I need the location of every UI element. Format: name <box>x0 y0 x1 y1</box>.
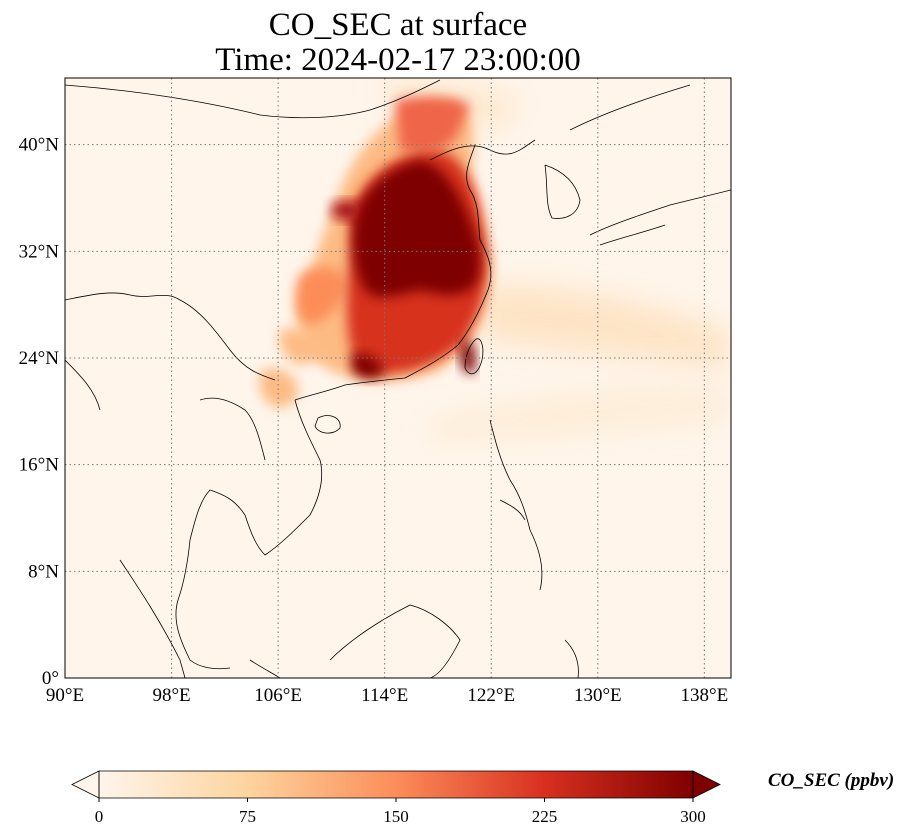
colorbar-tick-label: 150 <box>383 807 409 826</box>
colorbar-tick-label: 300 <box>680 807 706 826</box>
lat-tick-label: 40°N <box>19 135 60 156</box>
map-frame <box>64 77 732 679</box>
lat-tick-label: 8°N <box>28 561 59 582</box>
colorbar-tick-label: 225 <box>532 807 558 826</box>
lon-tick-label: 98°E <box>152 685 190 706</box>
colorbar-tick-label: 75 <box>239 807 256 826</box>
lon-tick-label: 90°E <box>46 685 84 706</box>
colorbar-gradient <box>99 771 693 798</box>
lat-tick-label: 0° <box>42 668 59 689</box>
lat-tick-label: 16°N <box>19 455 60 476</box>
map-title-line-1: CO_SEC at surface <box>268 7 528 43</box>
lon-tick-label: 114°E <box>361 685 408 706</box>
colorbar-extend-min <box>71 770 100 799</box>
colorbar-label: CO_SEC (ppbv) <box>768 770 895 791</box>
lat-tick-label: 24°N <box>19 348 60 369</box>
lon-tick-label: 106°E <box>254 685 302 706</box>
latitude-tick-labels: 0° 8°N 16°N 24°N 32°N 40°N <box>19 135 60 689</box>
colorbar-extend-max <box>692 770 721 799</box>
gridlines <box>65 78 731 678</box>
longitude-tick-labels: 90°E 98°E 106°E 114°E 122°E 130°E 138°E <box>46 685 728 706</box>
colorbar-ticks: 0 75 150 225 300 <box>95 798 706 826</box>
concentration-field <box>65 78 731 678</box>
lat-tick-label: 32°N <box>19 241 60 262</box>
lon-tick-label: 138°E <box>681 685 729 706</box>
colorbar: 0 75 150 225 300 <box>71 770 721 826</box>
lon-tick-label: 122°E <box>467 685 515 706</box>
map-title-line-2: Time: 2024-02-17 23:00:00 <box>215 42 581 78</box>
lon-tick-label: 130°E <box>574 685 622 706</box>
colorbar-tick-label: 0 <box>95 807 104 826</box>
